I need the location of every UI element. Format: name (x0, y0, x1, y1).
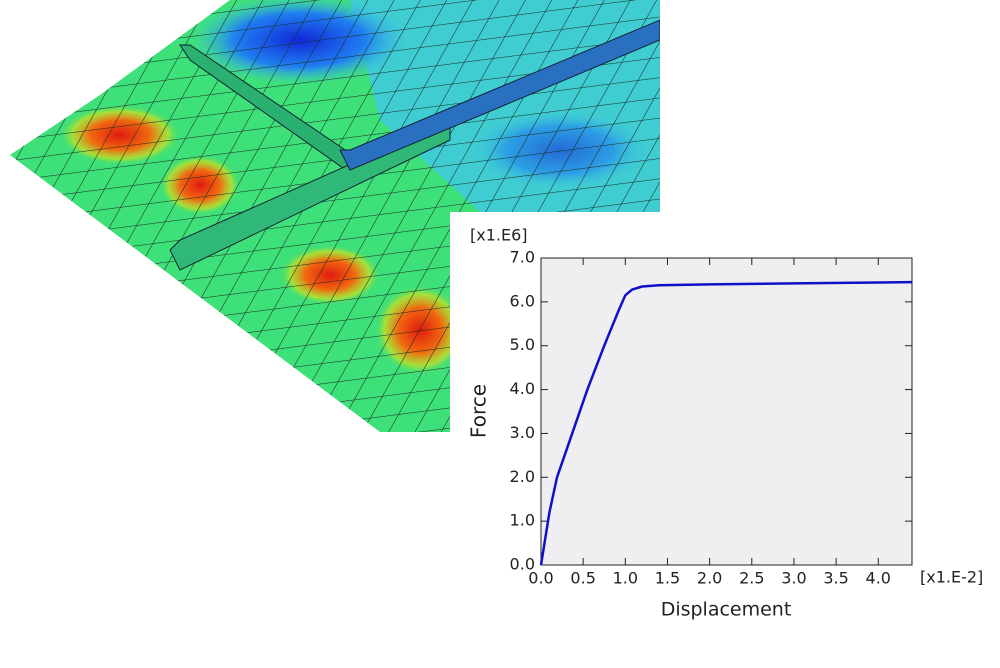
y-axis-label: Force (467, 384, 491, 438)
x-tick-label: 2.0 (697, 569, 722, 588)
y-tick-label: 1.0 (510, 511, 535, 530)
y-tick-label: 0.0 (510, 555, 535, 574)
x-tick-label: 3.5 (823, 569, 848, 588)
y-tick-label: 5.0 (510, 335, 535, 354)
x-tick-label: 0.0 (528, 569, 553, 588)
force-curve (539, 280, 913, 566)
y-tick-label: 7.0 (510, 248, 535, 267)
x-axis-label: Displacement (661, 599, 792, 621)
x-tick-label: 0.5 (570, 569, 595, 588)
x-tick-label: 1.5 (655, 569, 680, 588)
x-tick-label: 3.0 (781, 569, 806, 588)
y-tick-label: 2.0 (510, 467, 535, 486)
x-tick-label: 2.5 (739, 569, 764, 588)
x-multiplier: [x1.E-2] (920, 568, 983, 587)
x-tick-label: 4.0 (866, 569, 891, 588)
plot-area (540, 257, 913, 566)
y-tick-label: 3.0 (510, 423, 535, 442)
x-tick-label: 1.0 (613, 569, 638, 588)
y-tick-label: 4.0 (510, 379, 535, 398)
y-multiplier: [x1.E6] (470, 226, 528, 245)
y-tick-label: 6.0 (510, 291, 535, 310)
